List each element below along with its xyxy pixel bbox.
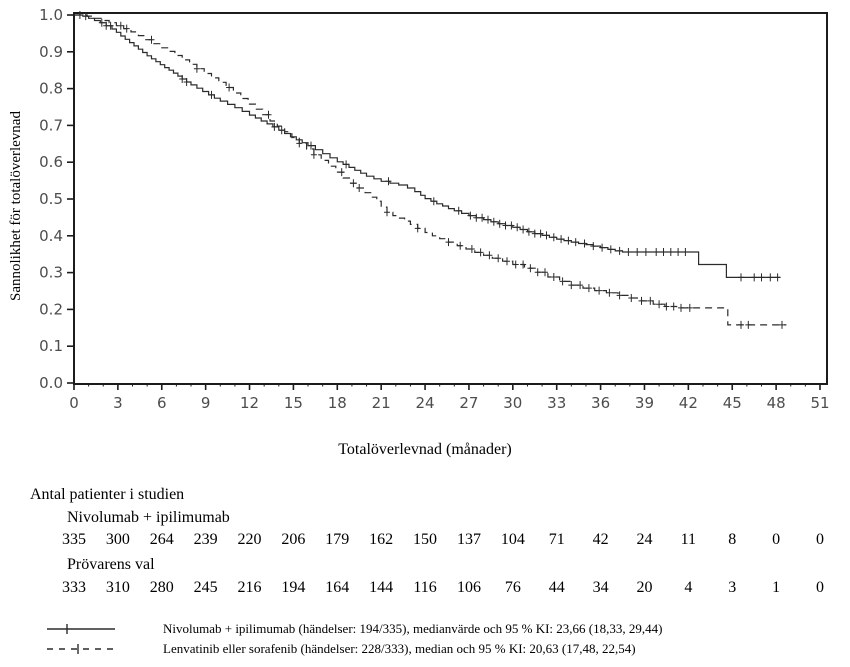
censor-marks-dashed: [117, 21, 785, 329]
at-risk-count: 144: [369, 579, 394, 596]
y-tick-label: 0.1: [39, 337, 63, 355]
x-tick-label: 30: [503, 394, 522, 412]
at-risk-count: 11: [680, 531, 697, 548]
legend-text-lenvatinib: Lenvatinib eller sorafenib (händelser: 2…: [163, 641, 636, 656]
x-tick-label: 27: [459, 394, 478, 412]
at-risk-count: 34: [592, 579, 609, 596]
x-tick-label: 0: [69, 394, 79, 412]
risk-table-title: Antal patienter i studien: [30, 486, 185, 503]
y-tick-label: 0.5: [39, 190, 63, 208]
y-tick-label: 0.6: [39, 153, 63, 171]
survival-curve-solid: [74, 14, 781, 278]
legend-dashed-line-icon: [47, 644, 115, 654]
x-tick-label: 36: [591, 394, 610, 412]
at-risk-count: 0: [816, 531, 824, 548]
x-tick-label: 45: [723, 394, 742, 412]
at-risk-count: 106: [456, 579, 481, 596]
legend-item-lenvatinib: Lenvatinib eller sorafenib (händelser: 2…: [45, 641, 636, 657]
x-tick-label: 24: [416, 394, 435, 412]
at-risk-count: 3: [728, 579, 737, 596]
risk-group-label-provarens-val: Prövarens val: [67, 556, 155, 573]
survival-curve-dashed: [74, 14, 787, 326]
x-tick-label: 42: [679, 394, 698, 412]
at-risk-count: 44: [548, 579, 565, 596]
y-tick-label: 0.2: [39, 300, 63, 318]
x-tick-label: 12: [240, 394, 259, 412]
risk-counts-row-provarens-val: 333 310 280 245 216 194 164 144 116 106 76 44 34 20 4 3…: [0, 579, 850, 599]
at-risk-count: 24: [636, 531, 653, 548]
x-tick-label: 39: [635, 394, 654, 412]
at-risk-count: 20: [636, 579, 653, 596]
km-plot-canvas: 0 3 6 9 12 15 18 21 24 27 30 33 36 39 42 45 48 510.00.10.…: [39, 6, 829, 412]
at-risk-count: 216: [237, 579, 262, 596]
at-risk-count: 264: [149, 531, 174, 548]
at-risk-count: 8: [728, 531, 737, 548]
y-tick-label: 0.9: [39, 43, 63, 61]
at-risk-count: 220: [237, 531, 262, 548]
x-tick-label: 33: [547, 394, 566, 412]
y-tick-label: 0.3: [39, 264, 63, 282]
at-risk-count: 76: [504, 579, 521, 596]
x-tick-label: 15: [284, 394, 303, 412]
at-risk-count: 116: [413, 579, 437, 596]
at-risk-count: 333: [62, 579, 86, 596]
y-tick-label: 1.0: [39, 6, 63, 24]
at-risk-count: 239: [193, 531, 218, 548]
at-risk-count: 206: [281, 531, 306, 548]
at-risk-count: 194: [281, 579, 306, 596]
x-tick-label: 18: [328, 394, 347, 412]
at-risk-count: 1: [772, 579, 781, 596]
x-tick-label: 6: [157, 394, 167, 412]
x-tick-label: 51: [810, 394, 829, 412]
at-risk-count: 300: [105, 531, 130, 548]
legend-solid-line-icon: [47, 624, 115, 634]
legend-item-nivolumab: Nivolumab + ipilimumab (händelser: 194/3…: [45, 621, 662, 637]
x-axis-title: Totalöverlevnad (månader): [338, 441, 512, 458]
at-risk-count: 245: [193, 579, 218, 596]
at-risk-count: 0: [772, 531, 781, 548]
at-risk-count: 0: [816, 579, 824, 596]
y-tick-label: 0.8: [39, 80, 63, 98]
x-tick-label: 9: [201, 394, 211, 412]
at-risk-count: 4: [684, 579, 693, 596]
x-tick-label: 48: [767, 394, 786, 412]
x-tick-label: 21: [372, 394, 391, 412]
at-risk-count: 104: [500, 531, 525, 548]
y-axis-title: Sannolikhet för totalöverlevnad: [8, 111, 24, 301]
censor-marks-solid: [76, 11, 781, 282]
at-risk-count: 280: [149, 579, 174, 596]
at-risk-count: 42: [592, 531, 609, 548]
legend-text-nivolumab: Nivolumab + ipilimumab (händelser: 194/3…: [163, 621, 663, 636]
at-risk-count: 310: [105, 579, 130, 596]
at-risk-count: 150: [413, 531, 438, 548]
at-risk-count: 137: [456, 531, 481, 548]
y-tick-label: 0.0: [39, 374, 63, 392]
at-risk-count: 162: [369, 531, 394, 548]
at-risk-count: 179: [325, 531, 350, 548]
risk-counts-row-nivolumab: 335 300 264 239 220 206 179 162 150 137 104 71 42 24 1…: [0, 531, 850, 551]
at-risk-count: 71: [548, 531, 565, 548]
y-tick-label: 0.7: [39, 116, 63, 134]
at-risk-count: 164: [325, 579, 350, 596]
y-tick-label: 0.4: [39, 227, 63, 245]
x-tick-label: 3: [113, 394, 123, 412]
plot-frame: [73, 12, 828, 385]
at-risk-count: 335: [62, 531, 86, 548]
risk-group-label-nivolumab: Nivolumab + ipilimumab: [67, 509, 230, 526]
